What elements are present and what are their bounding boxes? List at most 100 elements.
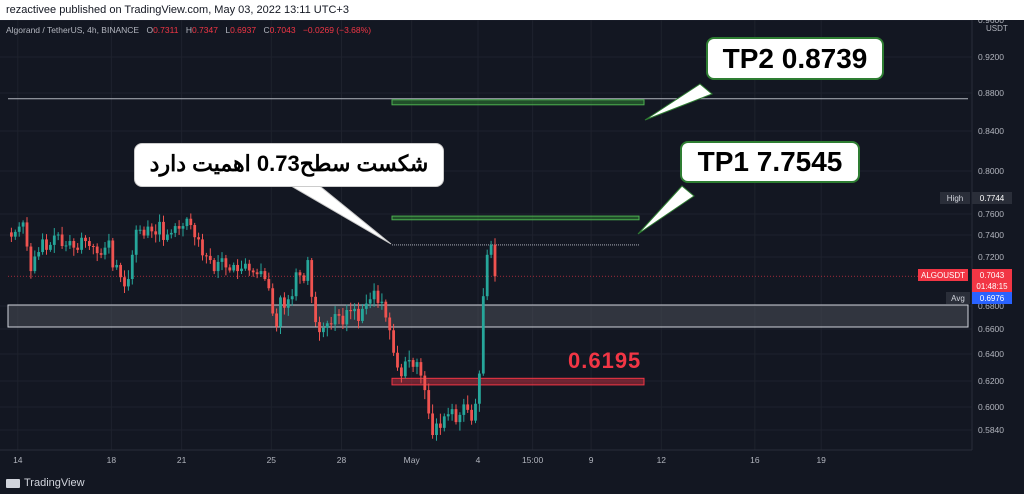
price-tag-bg: [972, 269, 1012, 281]
legend-o-label: O: [146, 25, 153, 35]
candle-body: [294, 272, 298, 297]
candle: [228, 264, 232, 273]
candle: [103, 242, 107, 260]
candle: [134, 225, 138, 263]
candle: [400, 363, 403, 383]
candle: [431, 404, 434, 439]
legend-symbol: Algorand / TetherUS, 4h, BINANCE: [6, 25, 139, 35]
candle-body: [306, 260, 310, 281]
candle: [56, 232, 60, 241]
candle-body: [107, 240, 111, 248]
price-tag-text: 01:48:15: [976, 282, 1008, 291]
candle: [150, 223, 154, 238]
time-tick-label: 12: [657, 455, 667, 465]
candle: [275, 308, 278, 332]
time-tick-label: 19: [816, 455, 826, 465]
candle-body: [415, 362, 419, 367]
candle-body: [396, 352, 399, 368]
candle-body: [21, 222, 25, 227]
candle: [224, 254, 228, 276]
candle: [185, 217, 189, 230]
candle: [361, 303, 364, 324]
candle: [411, 357, 415, 373]
candle-body: [197, 237, 200, 240]
candle-body: [41, 239, 44, 253]
candle: [353, 303, 356, 320]
tp2-callout[interactable]: TP2 0.8739: [706, 37, 884, 80]
price-tick-label: 0.8400: [978, 126, 1004, 136]
candle-body: [478, 373, 481, 404]
candle-body: [333, 314, 337, 325]
candle: [64, 241, 68, 252]
candle: [485, 249, 489, 301]
candle: [37, 247, 41, 260]
candle-body: [244, 263, 247, 269]
price-tag-text: Avg: [951, 294, 965, 303]
candle-body: [181, 226, 185, 229]
candle-body: [329, 323, 333, 325]
candle: [283, 292, 286, 315]
svg-text:Algorand / TetherUS, 4h, BINAN: Algorand / TetherUS, 4h, BINANCE O0.7311…: [6, 25, 371, 35]
candle-body: [423, 375, 427, 391]
candle-body: [247, 263, 251, 271]
legend-h-label: H: [186, 25, 192, 35]
candle-body: [431, 413, 434, 436]
candle: [29, 243, 33, 279]
candle: [13, 229, 17, 240]
candle: [470, 404, 473, 425]
legend-h-value: 0.7347: [192, 25, 218, 35]
candle-body: [279, 297, 282, 327]
price-tag-text: ALGOUSDT: [921, 271, 965, 280]
candle-body: [407, 360, 411, 362]
candle-body: [91, 246, 95, 247]
candle-body: [72, 241, 76, 248]
candle-body: [310, 260, 314, 297]
candle: [403, 356, 407, 379]
tp1-callout[interactable]: TP1 7.7545: [680, 141, 860, 183]
breakout-note-callout[interactable]: شکست سطح0.73 اهمیت دارد: [134, 143, 444, 187]
candle-body: [485, 254, 489, 297]
time-tick-label: May: [404, 455, 421, 465]
candle-body: [33, 256, 37, 272]
candle: [201, 233, 204, 261]
candle: [33, 250, 37, 274]
candle-body: [263, 271, 267, 280]
candle: [466, 395, 470, 413]
candle-body: [150, 226, 154, 232]
candle-body: [474, 403, 477, 421]
price-chart[interactable]: USDT 0.9600 0.9200 0.8800 0.8400 0.8000 0.760…: [0, 20, 1024, 473]
drawn-levels: [8, 98, 968, 386]
candle: [255, 268, 259, 279]
tp2-zone: [391, 99, 645, 106]
candle-body: [158, 221, 161, 235]
brand-name: TradingView: [24, 477, 85, 489]
candle-body: [493, 244, 497, 277]
candle-body: [357, 308, 360, 321]
candle: [478, 370, 481, 412]
candle-body: [115, 264, 119, 268]
candle-body: [290, 296, 294, 300]
candle: [60, 226, 64, 249]
stop-level-label[interactable]: 0.6195: [568, 348, 642, 373]
candle-body: [376, 290, 380, 303]
legend-l-value: 0.6937: [230, 25, 256, 35]
candle: [52, 228, 56, 253]
candle: [345, 304, 349, 332]
candle-body: [68, 241, 72, 246]
candle-body: [76, 247, 80, 250]
candle: [446, 407, 450, 421]
price-tick-label: 0.7200: [978, 252, 1004, 262]
candle: [158, 214, 161, 242]
candle: [337, 309, 341, 325]
candle: [212, 258, 216, 275]
tradingview-logo[interactable]: TradingView: [6, 473, 85, 494]
candle: [329, 316, 333, 330]
candle-body: [403, 361, 407, 377]
candle: [263, 268, 267, 281]
candle: [493, 238, 497, 282]
candle: [123, 270, 126, 293]
candle: [259, 263, 263, 277]
candle: [392, 323, 395, 356]
candle: [450, 403, 454, 421]
candle: [91, 243, 95, 255]
